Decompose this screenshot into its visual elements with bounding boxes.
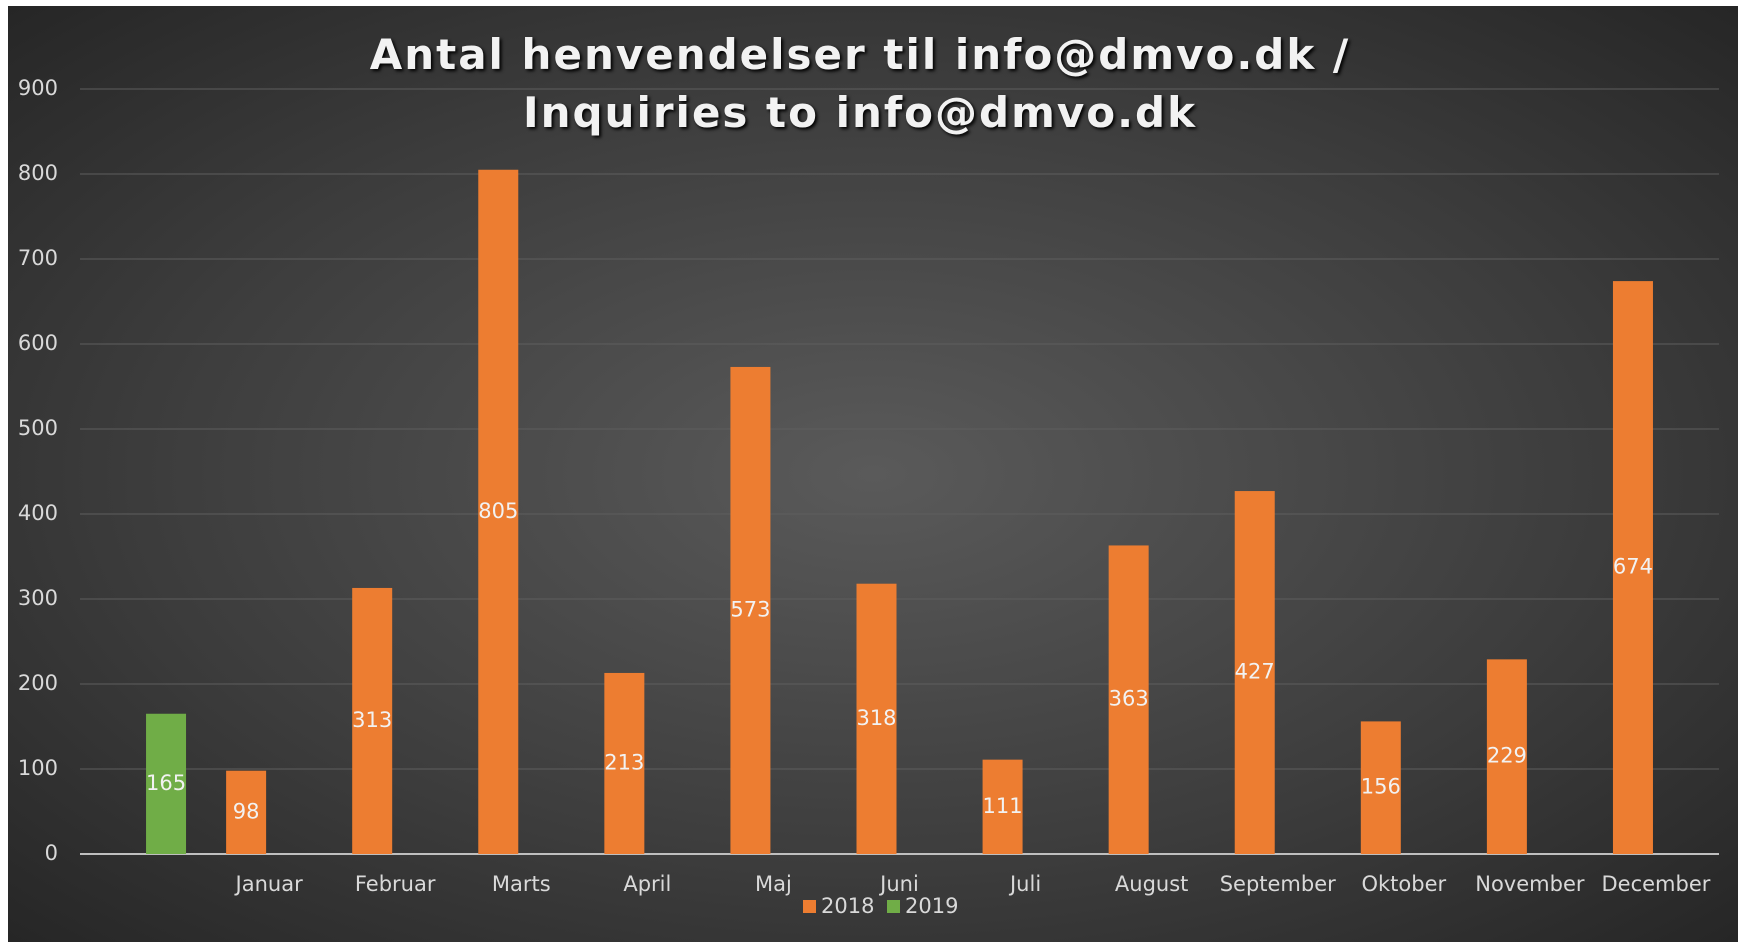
bar [730,366,771,854]
bar [352,587,393,854]
y-tick-label: 100 [18,756,58,780]
y-tick-label: 300 [18,586,58,610]
data-label: 573 [730,597,770,621]
legend-label: 2019 [905,894,958,918]
bar [856,583,897,854]
bar [982,759,1023,854]
x-tick-label: Oktober [1361,872,1446,896]
x-tick-label: Maj [755,872,792,896]
x-tick-label: August [1115,872,1189,896]
x-tick-label: Juli [1008,872,1041,896]
data-label: 318 [856,706,896,730]
y-tick-label: 600 [18,331,58,355]
data-label: 156 [1361,775,1401,799]
y-tick-label: 400 [18,501,58,525]
bar [1234,491,1275,854]
data-label: 229 [1487,744,1527,768]
legend-label: 2018 [821,894,874,918]
x-tick-label: December [1602,872,1711,896]
bar [604,672,645,854]
x-tick-label: September [1220,872,1336,896]
data-label: 111 [983,794,1023,818]
bar [146,713,187,854]
chart-title: Antal henvendelser til info@dmvo.dk / In… [369,30,1351,137]
bar [1108,545,1149,854]
x-tick-label: Februar [355,872,436,896]
data-label: 313 [352,708,392,732]
x-tick-label: Januar [234,872,304,896]
x-tick-label: November [1475,872,1585,896]
data-label: 427 [1235,660,1275,684]
y-tick-label: 200 [18,671,58,695]
x-tick-label: April [623,872,671,896]
bar [1612,281,1653,855]
y-tick-label: 700 [18,246,58,270]
bar [1486,659,1527,854]
y-tick-label: 500 [18,416,58,440]
bar [478,169,519,854]
data-label: 165 [146,771,186,795]
legend-swatch [887,900,900,913]
y-tick-label: 900 [18,76,58,100]
y-tick-label: 800 [18,161,58,185]
data-label: 805 [478,499,518,523]
y-tick-label: 0 [45,841,58,865]
data-label: 674 [1613,555,1653,579]
bar [226,770,267,854]
data-label: 363 [1109,687,1149,711]
data-label: 213 [604,750,644,774]
x-tick-label: Juni [878,872,919,896]
bar [1360,721,1401,854]
x-tick-label: Marts [492,872,551,896]
legend-swatch [803,900,816,913]
data-label: 98 [233,799,260,823]
